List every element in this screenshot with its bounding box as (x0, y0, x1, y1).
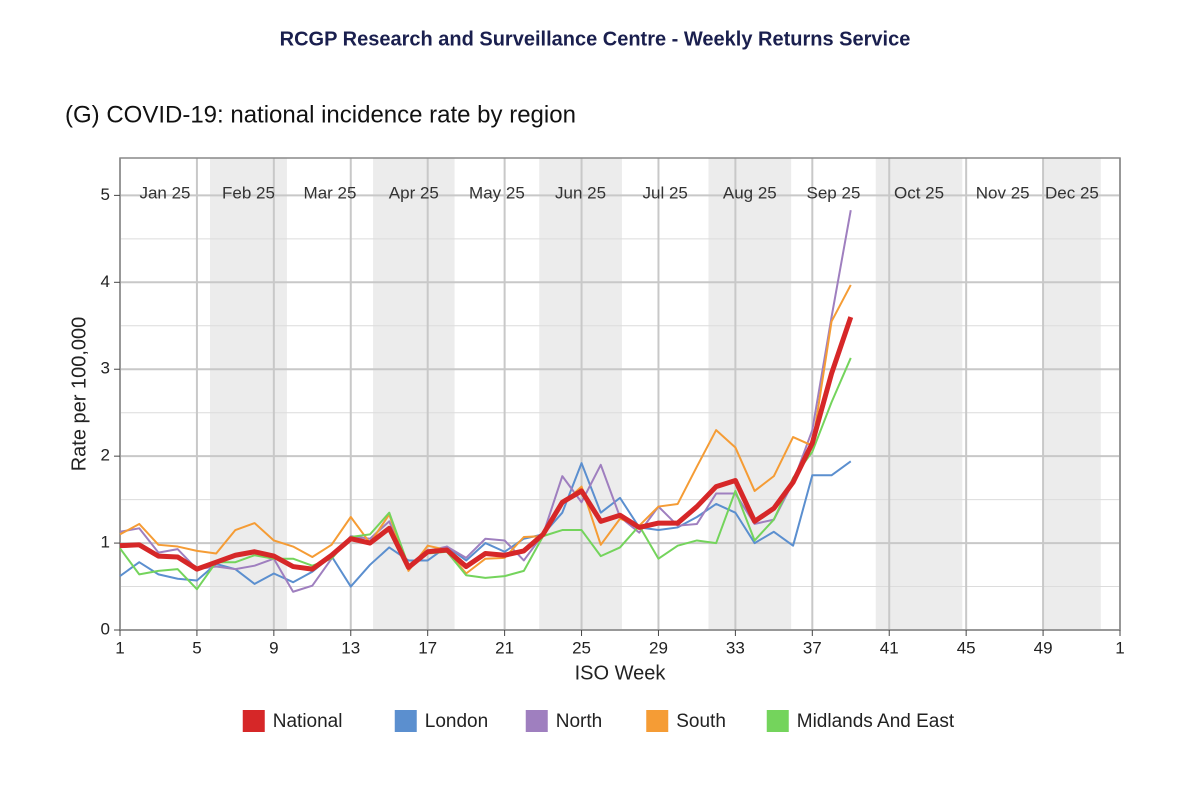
month-label: Feb 25 (222, 183, 275, 202)
x-tick-label: 21 (495, 638, 514, 657)
y-tick-label: 4 (101, 272, 110, 291)
x-tick-label: 13 (341, 638, 360, 657)
month-band (1043, 158, 1101, 630)
legend-swatch (394, 710, 417, 732)
x-tick-label: 29 (649, 638, 668, 657)
month-label: Oct 25 (894, 183, 944, 202)
x-axis-label: ISO Week (575, 662, 667, 684)
month-label: Apr 25 (389, 183, 439, 202)
legend-label: North (556, 711, 602, 732)
legend-swatch (242, 710, 265, 732)
legend-swatch (766, 710, 789, 732)
month-label: May 25 (469, 183, 525, 202)
month-label: Jan 25 (139, 183, 190, 202)
y-tick-label: 1 (101, 533, 110, 552)
month-label: Jun 25 (555, 183, 606, 202)
month-band (708, 158, 792, 630)
legend-label: National (273, 711, 343, 732)
legend-label: South (676, 711, 726, 732)
x-tick-label: 5 (192, 638, 201, 657)
y-tick-label: 3 (101, 359, 110, 378)
y-tick-label: 2 (101, 446, 110, 465)
legend-swatch (525, 710, 548, 732)
page-header: RCGP Research and Surveillance Centre - … (280, 28, 911, 50)
plot-frame (119, 157, 1121, 631)
series-line (119, 284, 852, 575)
y-axis-label: Rate per 100,000 (68, 317, 90, 472)
x-tick-label: 17 (418, 638, 437, 657)
series-line (119, 316, 854, 572)
x-tick-label: 25 (572, 638, 591, 657)
x-tick-label: 41 (880, 638, 899, 657)
month-label: Dec 25 (1045, 183, 1099, 202)
x-tick-label: 1 (1115, 638, 1124, 657)
x-tick-label: 49 (1034, 638, 1053, 657)
legend-label: London (425, 711, 488, 732)
month-label: Aug 25 (723, 183, 777, 202)
month-band (373, 158, 455, 630)
x-tick-label: 37 (803, 638, 822, 657)
x-tick-label: 45 (957, 638, 976, 657)
chart-title: (G) COVID-19: national incidence rate by… (65, 101, 576, 128)
y-tick-label: 0 (101, 619, 110, 638)
series-line (119, 209, 852, 593)
legend-swatch (646, 710, 669, 732)
series-line (119, 357, 852, 591)
x-tick-label: 33 (726, 638, 745, 657)
month-label: Jul 25 (643, 183, 688, 202)
month-label: Mar 25 (304, 183, 357, 202)
x-tick-label: 1 (115, 638, 124, 657)
month-label: Sep 25 (807, 183, 861, 202)
y-tick-label: 5 (101, 185, 110, 204)
x-tick-label: 9 (269, 638, 278, 657)
legend-label: Midlands And East (797, 711, 955, 732)
month-label: Nov 25 (976, 183, 1030, 202)
